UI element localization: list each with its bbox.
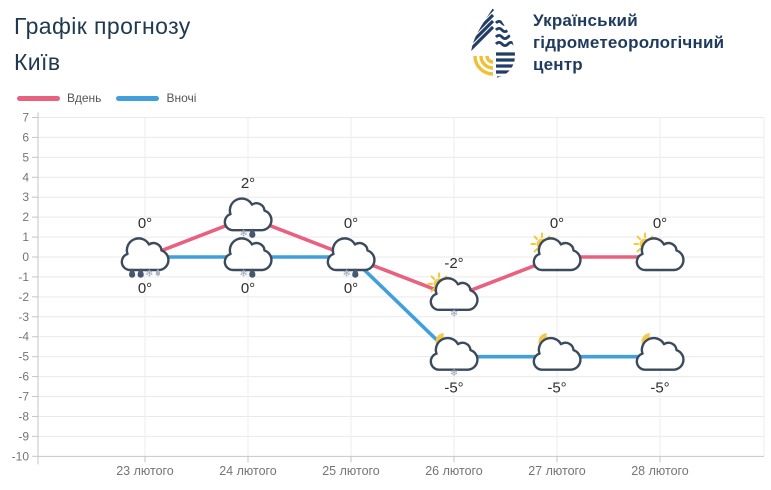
y-tick-label: -2 [18, 290, 29, 304]
y-tick-label: -5 [18, 350, 29, 364]
cloud-icon [120, 237, 170, 272]
y-tick-label: 6 [22, 130, 29, 144]
weather-icon-cloud: ❄ [120, 237, 170, 280]
page-title: Графік прогнозу [14, 13, 191, 39]
cloud-icon [429, 336, 479, 371]
temp-label-night: -5° [547, 380, 566, 397]
y-tick-label: 5 [22, 150, 29, 164]
y-tick-label: -6 [18, 370, 29, 384]
temp-label-day: 0° [138, 215, 152, 232]
snowflake-icon: ❄ [343, 269, 351, 280]
page-subtitle-city: Київ [14, 49, 61, 75]
cloud-icon [635, 237, 685, 272]
y-tick-label: -8 [18, 409, 29, 423]
y-tick-label: -3 [18, 310, 29, 324]
temp-label-night: -5° [444, 380, 463, 397]
snowflake-icon: ❄ [240, 269, 248, 280]
y-tick-label: -7 [18, 390, 29, 404]
x-tick-group: 23 лютого 24 лютого 25 лютого 26 лютого 27 л… [116, 456, 689, 478]
logo-yellow-arcs [473, 55, 494, 76]
cloud-icon [635, 336, 685, 371]
org-name-line2: гідрометеорологічний [533, 33, 725, 52]
raindrop-light-icon [155, 268, 161, 276]
temp-label-night: 0° [138, 280, 152, 297]
weather-icon-moon-cloud [532, 333, 582, 371]
cloud-icon [532, 237, 582, 272]
x-tick-label: 23 лютого [116, 464, 174, 478]
org-name: Український гідрометеорологічний центр [533, 6, 724, 76]
cloud-icon [532, 336, 582, 371]
sun-ray [430, 275, 436, 280]
weather-icon-cloud: ❄ [223, 197, 273, 240]
y-tick-label: -9 [18, 429, 29, 443]
y-tick-label: 0 [22, 250, 29, 264]
weather-icon-sun-cloud [530, 232, 582, 272]
y-tick-label: 3 [22, 190, 29, 204]
legend-label-night: Вночі [166, 91, 197, 105]
chart-legend: Вдень Вночі [17, 91, 196, 105]
raindrop-icon [129, 268, 136, 278]
sun-ray [533, 235, 539, 241]
legend-item-night[interactable]: Вночі [116, 91, 196, 105]
x-tick-label: 25 лютого [322, 464, 380, 478]
legend-label-day: Вдень [67, 91, 102, 105]
temp-label-night: -5° [650, 380, 669, 397]
temp-label-night: 0° [344, 280, 358, 297]
x-tick-label: 26 лютого [425, 464, 483, 478]
legend-item-day[interactable]: Вдень [17, 91, 101, 105]
raindrop-icon [249, 268, 256, 278]
raindrop-icon [352, 268, 359, 278]
sun-ray [533, 247, 539, 253]
temp-label-night: 0° [241, 280, 255, 297]
y-tick-label: 7 [22, 110, 29, 124]
sun-ray [636, 235, 642, 241]
cloud-icon [223, 237, 273, 272]
page-title-block: Графік прогнозу Київ [14, 8, 191, 80]
snowflake-icon: ❄ [450, 368, 458, 379]
night-line-swatch [116, 95, 160, 101]
night-line [145, 255, 660, 359]
y-tick-label: 4 [22, 170, 29, 184]
logo-droplet-icon [471, 8, 515, 78]
y-tick-label: -1 [18, 270, 29, 284]
temp-label-day: 0° [344, 215, 358, 232]
raindrop-icon [249, 228, 256, 238]
temp-label-day: -2° [444, 255, 463, 272]
weather-icon-cloud: ❄ [326, 237, 376, 280]
y-tick-label: 1 [22, 230, 29, 244]
y-tick-label: 2 [22, 210, 29, 224]
org-name-line3: центр [533, 55, 583, 74]
raindrop-icon [137, 268, 144, 278]
x-tick-label: 28 лютого [631, 464, 689, 478]
y-tick-label: -10 [12, 449, 30, 463]
x-tick-label: 27 лютого [528, 464, 586, 478]
y-tick-group: 7 6 5 4 3 2 1 0 -1 -2 -3 -4 -5 -6 -7 -8 -9 -10 [12, 110, 38, 463]
snowflake-icon: ❄ [240, 229, 248, 240]
weather-icon-moon-cloud [635, 333, 685, 371]
org-name-line1: Український [533, 11, 638, 30]
weather-icon-sun-cloud: ❄ [427, 272, 479, 319]
org-logo: Український гідрометеорологічний центр [466, 6, 724, 86]
cloud-icon [223, 197, 273, 232]
x-tick-label: 24 лютого [219, 464, 277, 478]
snowflake-icon: ❄ [450, 308, 458, 319]
weather-icon-cloud: ❄ [223, 237, 273, 280]
sun-ray [636, 247, 642, 253]
y-tick-label: -4 [18, 330, 29, 344]
weather-icon-moon-cloud: ❄ [429, 333, 479, 379]
temp-label-day: 2° [241, 175, 255, 192]
cloud-icon [326, 237, 376, 272]
snowflake-icon: ❄ [145, 269, 153, 280]
temp-label-day: 0° [653, 215, 667, 232]
weather-icon-sun-cloud [633, 232, 685, 272]
sun-ray [430, 287, 436, 293]
temp-label-day: 0° [550, 215, 564, 232]
cloud-icon [429, 277, 479, 312]
day-line-swatch [17, 95, 60, 101]
